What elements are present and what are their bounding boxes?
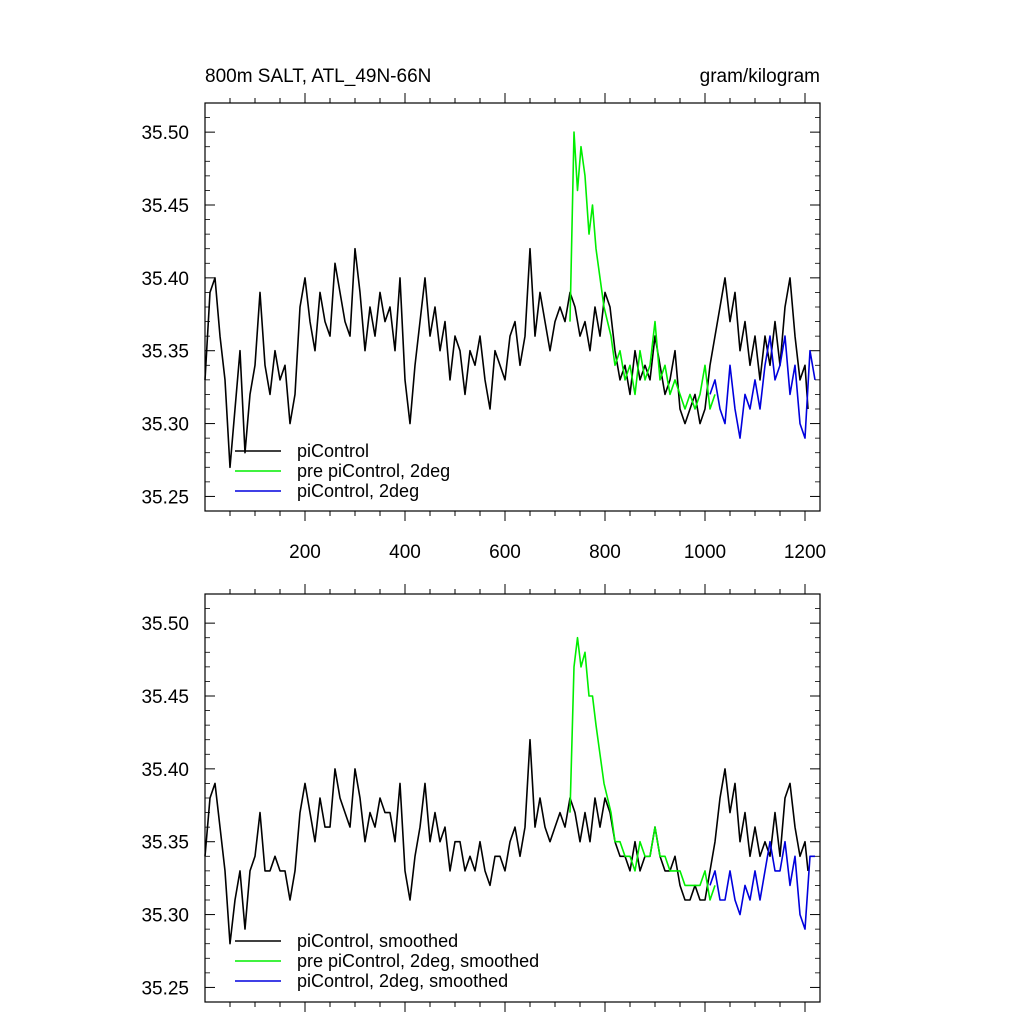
series-line-1 bbox=[204, 738, 809, 945]
legend-label-1: piControl bbox=[297, 441, 369, 461]
series-line-3 bbox=[709, 840, 815, 930]
y-tick-label: 35.30 bbox=[141, 906, 189, 927]
series-line-3 bbox=[709, 335, 816, 439]
title-right: gram/kilogram bbox=[700, 66, 820, 87]
x-tick-label: 800 bbox=[589, 542, 621, 563]
y-tick-label: 35.45 bbox=[141, 196, 189, 217]
y-tick-label: 35.25 bbox=[141, 978, 189, 999]
y-tick-label: 35.40 bbox=[141, 269, 189, 290]
series-line-2 bbox=[569, 636, 716, 901]
series-line-2 bbox=[569, 131, 716, 410]
series-line-1 bbox=[204, 247, 809, 469]
y-tick-label: 35.25 bbox=[141, 487, 189, 508]
legend-label-3: piControl, 2deg bbox=[297, 481, 419, 501]
y-tick-label: 35.40 bbox=[141, 760, 189, 781]
top-panel: 35.25 35.30 35.35 35.40 35.45 35.50 200 400 600 8… bbox=[141, 93, 826, 563]
legend-label-3: piControl, 2deg, smoothed bbox=[297, 971, 508, 991]
y-tick-label: 35.50 bbox=[141, 123, 189, 144]
y-tick-label: 35.30 bbox=[141, 415, 189, 436]
legend-label-1: piControl, smoothed bbox=[297, 931, 458, 951]
y-tick-label: 35.50 bbox=[141, 614, 189, 635]
x-tick-label: 200 bbox=[289, 542, 321, 563]
title-left: 800m SALT, ATL_49N-66N bbox=[205, 66, 431, 87]
y-tick-label: 35.35 bbox=[141, 833, 189, 854]
y-tick-label: 35.45 bbox=[141, 687, 189, 708]
y-tick-label: 35.35 bbox=[141, 342, 189, 363]
x-tick-label: 1000 bbox=[684, 542, 726, 563]
x-tick-label: 600 bbox=[489, 542, 521, 563]
legend-label-2: pre piControl, 2deg bbox=[297, 461, 450, 481]
x-tick-label: 400 bbox=[389, 542, 421, 563]
bottom-panel: 35.25 35.30 35.35 35.40 35.45 35.50 piControl,… bbox=[141, 584, 821, 1012]
x-tick-label: 1200 bbox=[784, 542, 826, 563]
legend-label-2: pre piControl, 2deg, smoothed bbox=[297, 951, 539, 971]
